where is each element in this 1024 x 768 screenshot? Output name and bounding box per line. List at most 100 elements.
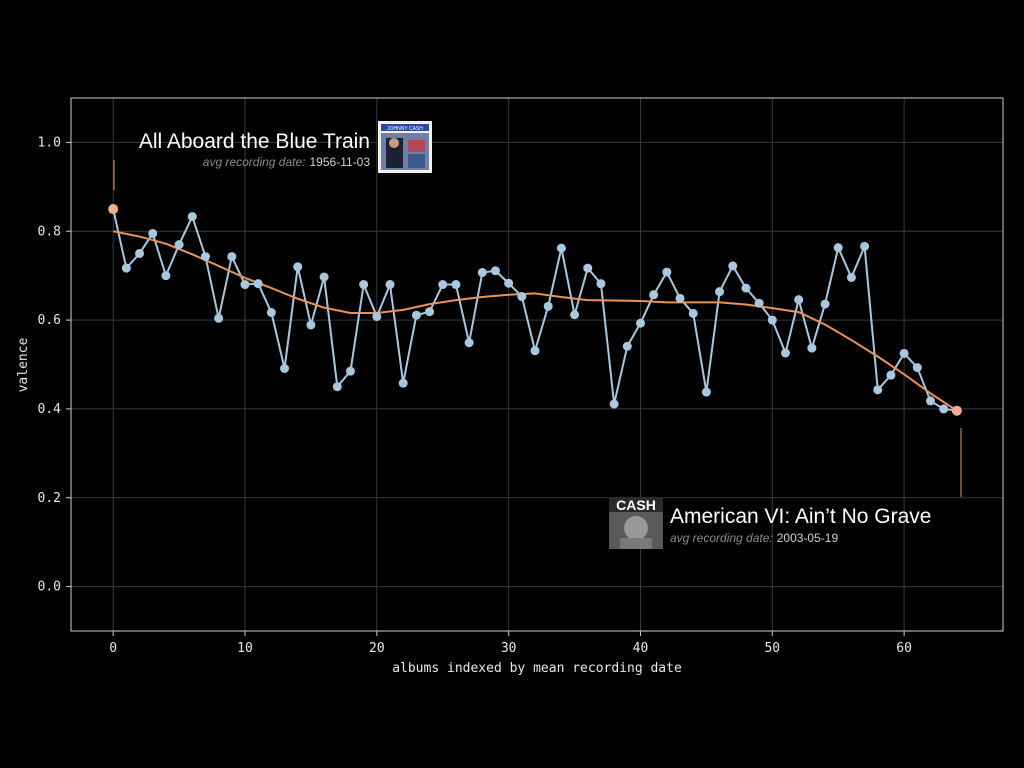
- data-point: [780, 348, 790, 358]
- data-point: [425, 307, 435, 317]
- series-line-valence: [112, 208, 957, 412]
- data-point: [622, 341, 632, 351]
- data-point: [543, 301, 553, 311]
- data-point: [135, 248, 145, 258]
- y-tick-label: 0.6: [38, 313, 61, 328]
- series-line-smoothed-trend: [112, 230, 958, 412]
- album-cover-american-vi: CASH: [609, 497, 663, 549]
- data-point: [833, 243, 843, 253]
- data-point: [451, 280, 461, 290]
- data-point: [161, 271, 171, 281]
- data-point: [649, 290, 659, 300]
- plot-frame: [70, 97, 1004, 632]
- data-point: [846, 272, 856, 282]
- data-point: [280, 363, 290, 373]
- data-point: [583, 263, 593, 273]
- data-point: [912, 363, 922, 373]
- annotation-date-value: 1956-11-03: [310, 155, 371, 169]
- data-point: [662, 267, 672, 277]
- data-point: [873, 385, 883, 395]
- data-point: [570, 310, 580, 320]
- data-point: [925, 396, 935, 406]
- data-point: [306, 320, 316, 330]
- data-point: [240, 280, 250, 290]
- data-point: [200, 252, 210, 262]
- data-point: [214, 313, 224, 323]
- data-point: [253, 279, 263, 289]
- album-cover-text-second: CASH: [616, 497, 656, 513]
- data-point: [174, 240, 184, 250]
- x-tick-label: 40: [633, 641, 649, 656]
- data-point: [767, 315, 777, 325]
- y-tick-label: 0.8: [38, 224, 61, 239]
- data-point: [398, 378, 408, 388]
- data-point: [504, 278, 514, 288]
- data-point: [794, 295, 804, 305]
- data-point: [121, 263, 131, 273]
- data-point: [319, 272, 329, 282]
- data-point: [675, 293, 685, 303]
- data-point: [596, 279, 606, 289]
- y-axis-label: valence: [16, 337, 31, 392]
- x-tick-label: 10: [237, 641, 253, 656]
- data-point: [385, 280, 395, 290]
- data-point: [372, 312, 382, 322]
- data-point: [728, 261, 738, 271]
- highlight-point: [951, 405, 962, 416]
- annotation-title-first: All Aboard the Blue Train: [139, 130, 370, 153]
- annotation-date-value: 2003-05-19: [777, 531, 839, 545]
- data-point: [293, 262, 303, 272]
- y-tick-label: 0.0: [38, 580, 61, 595]
- annotation-date-last: avg recording date: 2003-05-19: [670, 531, 838, 545]
- data-point: [688, 308, 698, 318]
- data-point: [359, 280, 369, 290]
- data-point: [227, 252, 237, 262]
- data-point: [266, 308, 276, 318]
- data-point: [411, 310, 421, 320]
- annotation-date-first: avg recording date: 1956-11-03: [203, 155, 371, 169]
- data-point: [556, 243, 566, 253]
- data-point: [899, 348, 909, 358]
- data-point: [530, 346, 540, 356]
- y-tick-label: 0.2: [38, 491, 61, 506]
- x-tick-label: 50: [764, 641, 780, 656]
- data-point: [490, 266, 500, 276]
- data-point: [820, 299, 830, 309]
- annotation-first-album: All Aboard the Blue Train avg recording …: [113, 121, 432, 190]
- data-point: [886, 370, 896, 380]
- data-point: [715, 287, 725, 297]
- grid-lines: [71, 98, 1003, 631]
- data-point: [477, 268, 487, 278]
- y-tick-label: 0.4: [38, 402, 62, 417]
- album-cover-text-first: JOHNNY CASH: [387, 126, 423, 132]
- x-tick-label: 60: [896, 641, 912, 656]
- axis-ticks: 0 10 20 30 40 50 60 0.0 0.2 0.4 0.6 0.8 1.0: [38, 135, 912, 656]
- data-point: [860, 241, 870, 251]
- data-point: [754, 298, 764, 308]
- data-point: [807, 343, 817, 353]
- data-point: [741, 283, 751, 293]
- album-cover-blue-train: JOHNNY CASH: [378, 121, 432, 173]
- data-point: [438, 280, 448, 290]
- annotation-last-album: CASH American VI: Ain’t No Grave avg rec…: [609, 428, 962, 549]
- x-tick-label: 0: [109, 641, 117, 656]
- data-point: [609, 399, 619, 409]
- x-tick-label: 20: [369, 641, 385, 656]
- data-point: [148, 228, 158, 238]
- annotation-date-label: avg recording date:: [670, 531, 773, 545]
- series-layer: [108, 204, 962, 416]
- x-axis-label: albums indexed by mean recording date: [392, 661, 682, 676]
- y-tick-label: 1.0: [38, 135, 61, 150]
- data-point: [939, 404, 949, 414]
- data-point: [635, 318, 645, 328]
- highlight-point: [108, 204, 119, 215]
- x-tick-label: 30: [501, 641, 517, 656]
- data-point: [187, 212, 197, 222]
- data-point: [332, 382, 342, 392]
- annotation-date-label: avg recording date:: [203, 155, 306, 169]
- data-point: [517, 292, 527, 302]
- data-point: [701, 387, 711, 397]
- annotation-title-last: American VI: Ain’t No Grave: [670, 505, 931, 528]
